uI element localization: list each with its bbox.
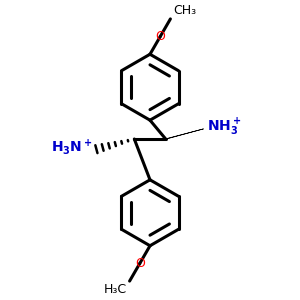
Text: $\mathbf{NH_3^+}$: $\mathbf{NH_3^+}$ <box>207 117 242 138</box>
Text: CH₃: CH₃ <box>173 4 197 17</box>
Text: $\mathbf{H_3N^+}$: $\mathbf{H_3N^+}$ <box>51 137 93 157</box>
Polygon shape <box>166 129 204 139</box>
Text: O: O <box>155 30 165 43</box>
Text: O: O <box>135 257 145 270</box>
Text: H₃C: H₃C <box>103 283 127 296</box>
